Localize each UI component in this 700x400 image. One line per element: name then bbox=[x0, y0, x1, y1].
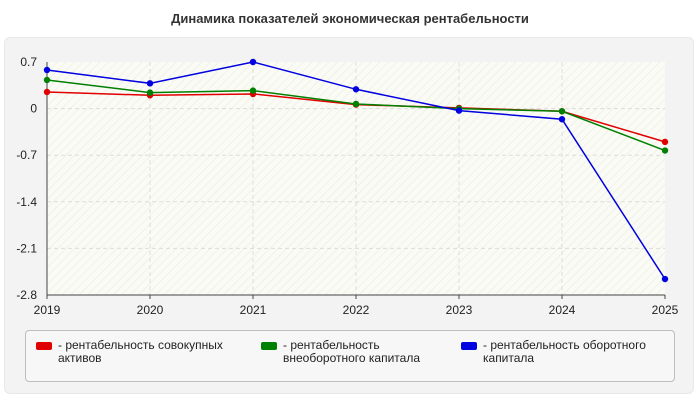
x-tick-label: 2025 bbox=[652, 303, 679, 317]
x-tick-label: 2022 bbox=[343, 303, 370, 317]
y-tick-label: -1.4 bbox=[16, 195, 37, 209]
data-point-s0-0 bbox=[43, 88, 51, 96]
data-point-s1-0 bbox=[43, 76, 51, 84]
y-tick-label: -2.8 bbox=[16, 288, 37, 302]
series-group bbox=[43, 58, 669, 283]
legend: - рентабельность совокупных активов - ре… bbox=[25, 330, 675, 382]
data-point-s2-0 bbox=[43, 66, 51, 74]
x-tick-label: 2023 bbox=[446, 303, 473, 317]
chart-title: Динамика показателей экономическая рента… bbox=[171, 11, 529, 26]
data-point-s2-3 bbox=[352, 86, 360, 93]
axes bbox=[46, 62, 666, 299]
legend-label-working-capital: - рентабельность оборотного капитала bbox=[483, 338, 646, 365]
data-point-s2-6 bbox=[661, 275, 669, 283]
y-axis-ticks: 0.7 0 -0.7 -1.4 -2.1 -2.8 bbox=[16, 55, 37, 302]
x-tick-label: 2024 bbox=[549, 303, 576, 317]
data-point-s1-6 bbox=[661, 147, 669, 154]
y-tick-label: -0.7 bbox=[16, 148, 37, 162]
legend-swatch-working-capital bbox=[461, 342, 477, 350]
x-tick-label: 2019 bbox=[34, 303, 61, 317]
legend-swatch-noncurrent-capital bbox=[261, 342, 277, 350]
data-point-s0-6 bbox=[661, 138, 669, 146]
y-tick-label: 0.7 bbox=[20, 55, 37, 69]
y-tick-label: -2.1 bbox=[16, 241, 37, 255]
data-point-s1-1 bbox=[146, 89, 154, 96]
legend-label-total-assets: - рентабельность совокупных активов bbox=[58, 338, 223, 365]
data-point-s2-1 bbox=[146, 80, 154, 87]
data-point-s2-2 bbox=[249, 58, 257, 66]
x-tick-label: 2020 bbox=[137, 303, 164, 317]
x-tick-label: 2021 bbox=[240, 303, 267, 317]
legend-swatch-total-assets bbox=[36, 342, 52, 350]
y-tick-label: 0 bbox=[30, 102, 37, 116]
data-point-s1-3 bbox=[352, 100, 360, 108]
x-axis-ticks: 2019 2020 2021 2022 2023 2024 2025 bbox=[34, 303, 679, 317]
data-point-s2-4 bbox=[455, 107, 463, 114]
data-point-s1-5 bbox=[558, 108, 566, 115]
data-point-s1-2 bbox=[249, 87, 257, 94]
legend-label-noncurrent-capital: - рентабельность внеоборотного капитала bbox=[283, 338, 420, 365]
data-point-s2-5 bbox=[558, 116, 566, 123]
